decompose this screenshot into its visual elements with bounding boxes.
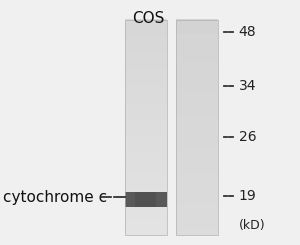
Text: COS: COS	[132, 11, 165, 26]
Text: 26: 26	[238, 130, 256, 144]
Text: 34: 34	[238, 79, 256, 93]
Text: 48: 48	[238, 25, 256, 39]
Bar	[124, 192, 167, 207]
Text: (kD): (kD)	[238, 219, 265, 232]
Text: 19: 19	[238, 189, 256, 203]
Bar	[176, 20, 218, 235]
Bar	[124, 20, 167, 235]
Text: cytochrome c: cytochrome c	[3, 190, 107, 205]
